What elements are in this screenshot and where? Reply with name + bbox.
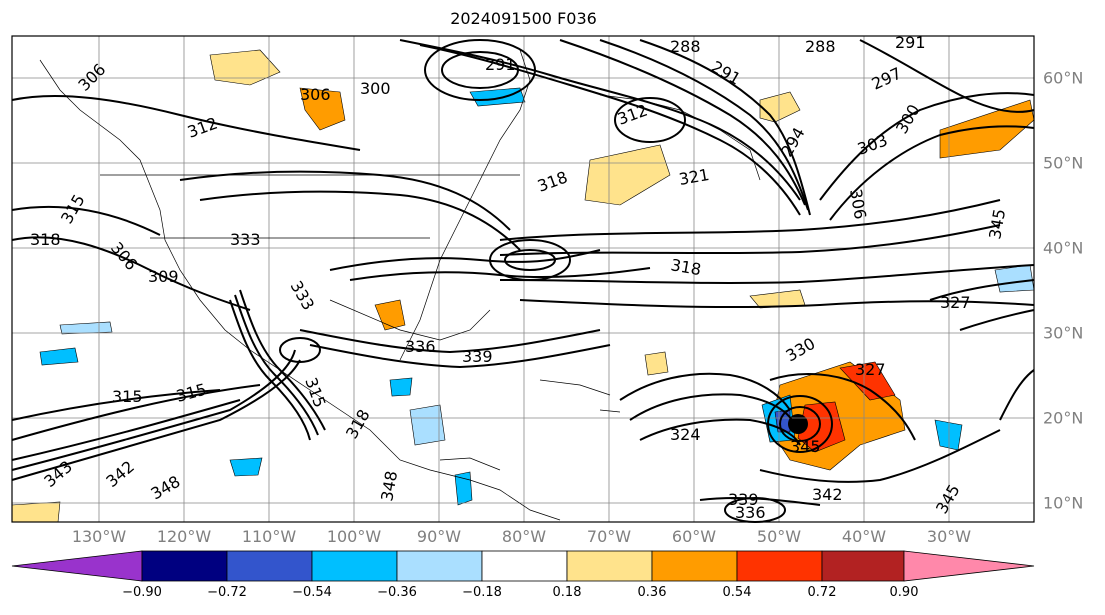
colorbar-segment — [903, 550, 1035, 582]
cool-patch — [469, 87, 526, 107]
cool-patch — [389, 377, 413, 397]
contour-label: 291 — [485, 55, 516, 74]
longitude-label: 50°W — [756, 527, 802, 546]
cool-patch — [229, 457, 263, 477]
colorbar-segment — [821, 550, 905, 582]
contour-label: 291 — [895, 33, 926, 52]
contour-label: 327 — [940, 293, 971, 312]
contour-label: 333 — [230, 230, 261, 249]
colorbar-tick-label: 0.36 — [637, 585, 667, 600]
map-title: 2024091500 F036 — [450, 9, 597, 28]
longitude-label: 80°W — [501, 527, 547, 546]
coastlines — [39, 49, 761, 521]
contour-label: 318 — [30, 230, 61, 249]
storm-center — [788, 414, 808, 434]
contour-label: 339 — [462, 347, 493, 366]
colorbar-tick-label: 0.54 — [722, 585, 752, 600]
longitude-label: 30°W — [926, 527, 972, 546]
contour-label: 288 — [670, 37, 701, 56]
latitude-label: 60°N — [1043, 68, 1084, 88]
colorbar-segment — [226, 550, 313, 582]
colorbar-segment — [396, 550, 483, 582]
colorbar-tick-label: −0.36 — [377, 585, 417, 600]
cool-patch — [409, 404, 446, 446]
latitude-label: 20°N — [1043, 408, 1084, 428]
contour-label: 315 — [112, 387, 143, 406]
colorbar-tick-label: 0.90 — [889, 585, 919, 600]
colorbar-segment — [311, 550, 398, 582]
cool-patch — [994, 264, 1035, 293]
contour-label: 336 — [405, 337, 436, 356]
shaded-anomalies — [11, 49, 1035, 523]
cool-patch — [454, 471, 473, 506]
contour-label: 306 — [300, 85, 331, 104]
contour-label: 342 — [812, 485, 843, 504]
contour-label: 339 — [728, 490, 759, 509]
colorbar-segment — [11, 550, 143, 582]
longitude-label: 130°W — [71, 527, 127, 546]
longitude-label: 60°W — [671, 527, 717, 546]
warm-patch — [584, 144, 671, 206]
colorbar-tick-label: −0.54 — [292, 585, 332, 600]
longitude-label: 110°W — [241, 527, 297, 546]
colorbar-tick-label: −0.90 — [122, 585, 162, 600]
latitude-label: 30°N — [1043, 323, 1084, 343]
height-contours — [11, 39, 1035, 523]
contour-label: 309 — [148, 267, 179, 286]
plot-frame — [11, 35, 1035, 523]
colorbar-segment — [736, 550, 823, 582]
longitude-label: 90°W — [416, 527, 462, 546]
contour-label: 300 — [360, 79, 391, 98]
warm-patch — [11, 501, 61, 523]
longitude-label: 70°W — [586, 527, 632, 546]
colorbar — [11, 550, 1035, 582]
contour-label: 324 — [670, 425, 701, 444]
warm-patch — [299, 87, 346, 131]
warm-patch — [209, 49, 281, 86]
storm-hot-band — [839, 361, 896, 401]
longitude-label: 40°W — [841, 527, 887, 546]
latitude-label: 40°N — [1043, 238, 1084, 258]
colorbar-segment — [141, 550, 228, 582]
contour-label: 336 — [735, 503, 766, 522]
colorbar-segment — [566, 550, 653, 582]
colorbar-segment — [651, 550, 738, 582]
warm-patch — [939, 99, 1035, 159]
colorbar-segment — [481, 550, 568, 582]
contour-label: 288 — [805, 37, 836, 56]
longitude-label: 120°W — [156, 527, 212, 546]
warm-patch — [644, 351, 669, 376]
contour-label: 327 — [855, 360, 886, 379]
cool-patch — [39, 347, 79, 366]
latitude-label: 10°N — [1043, 493, 1084, 513]
contour-label: 345 — [790, 437, 821, 456]
colorbar-tick-label: −0.72 — [207, 585, 247, 600]
latitude-label: 50°N — [1043, 153, 1084, 173]
colorbar-tick-label: −0.18 — [462, 585, 502, 600]
colorbar-tick-label: 0.18 — [552, 585, 582, 600]
colorbar-tick-label: 0.72 — [807, 585, 837, 600]
longitude-label: 100°W — [326, 527, 382, 546]
